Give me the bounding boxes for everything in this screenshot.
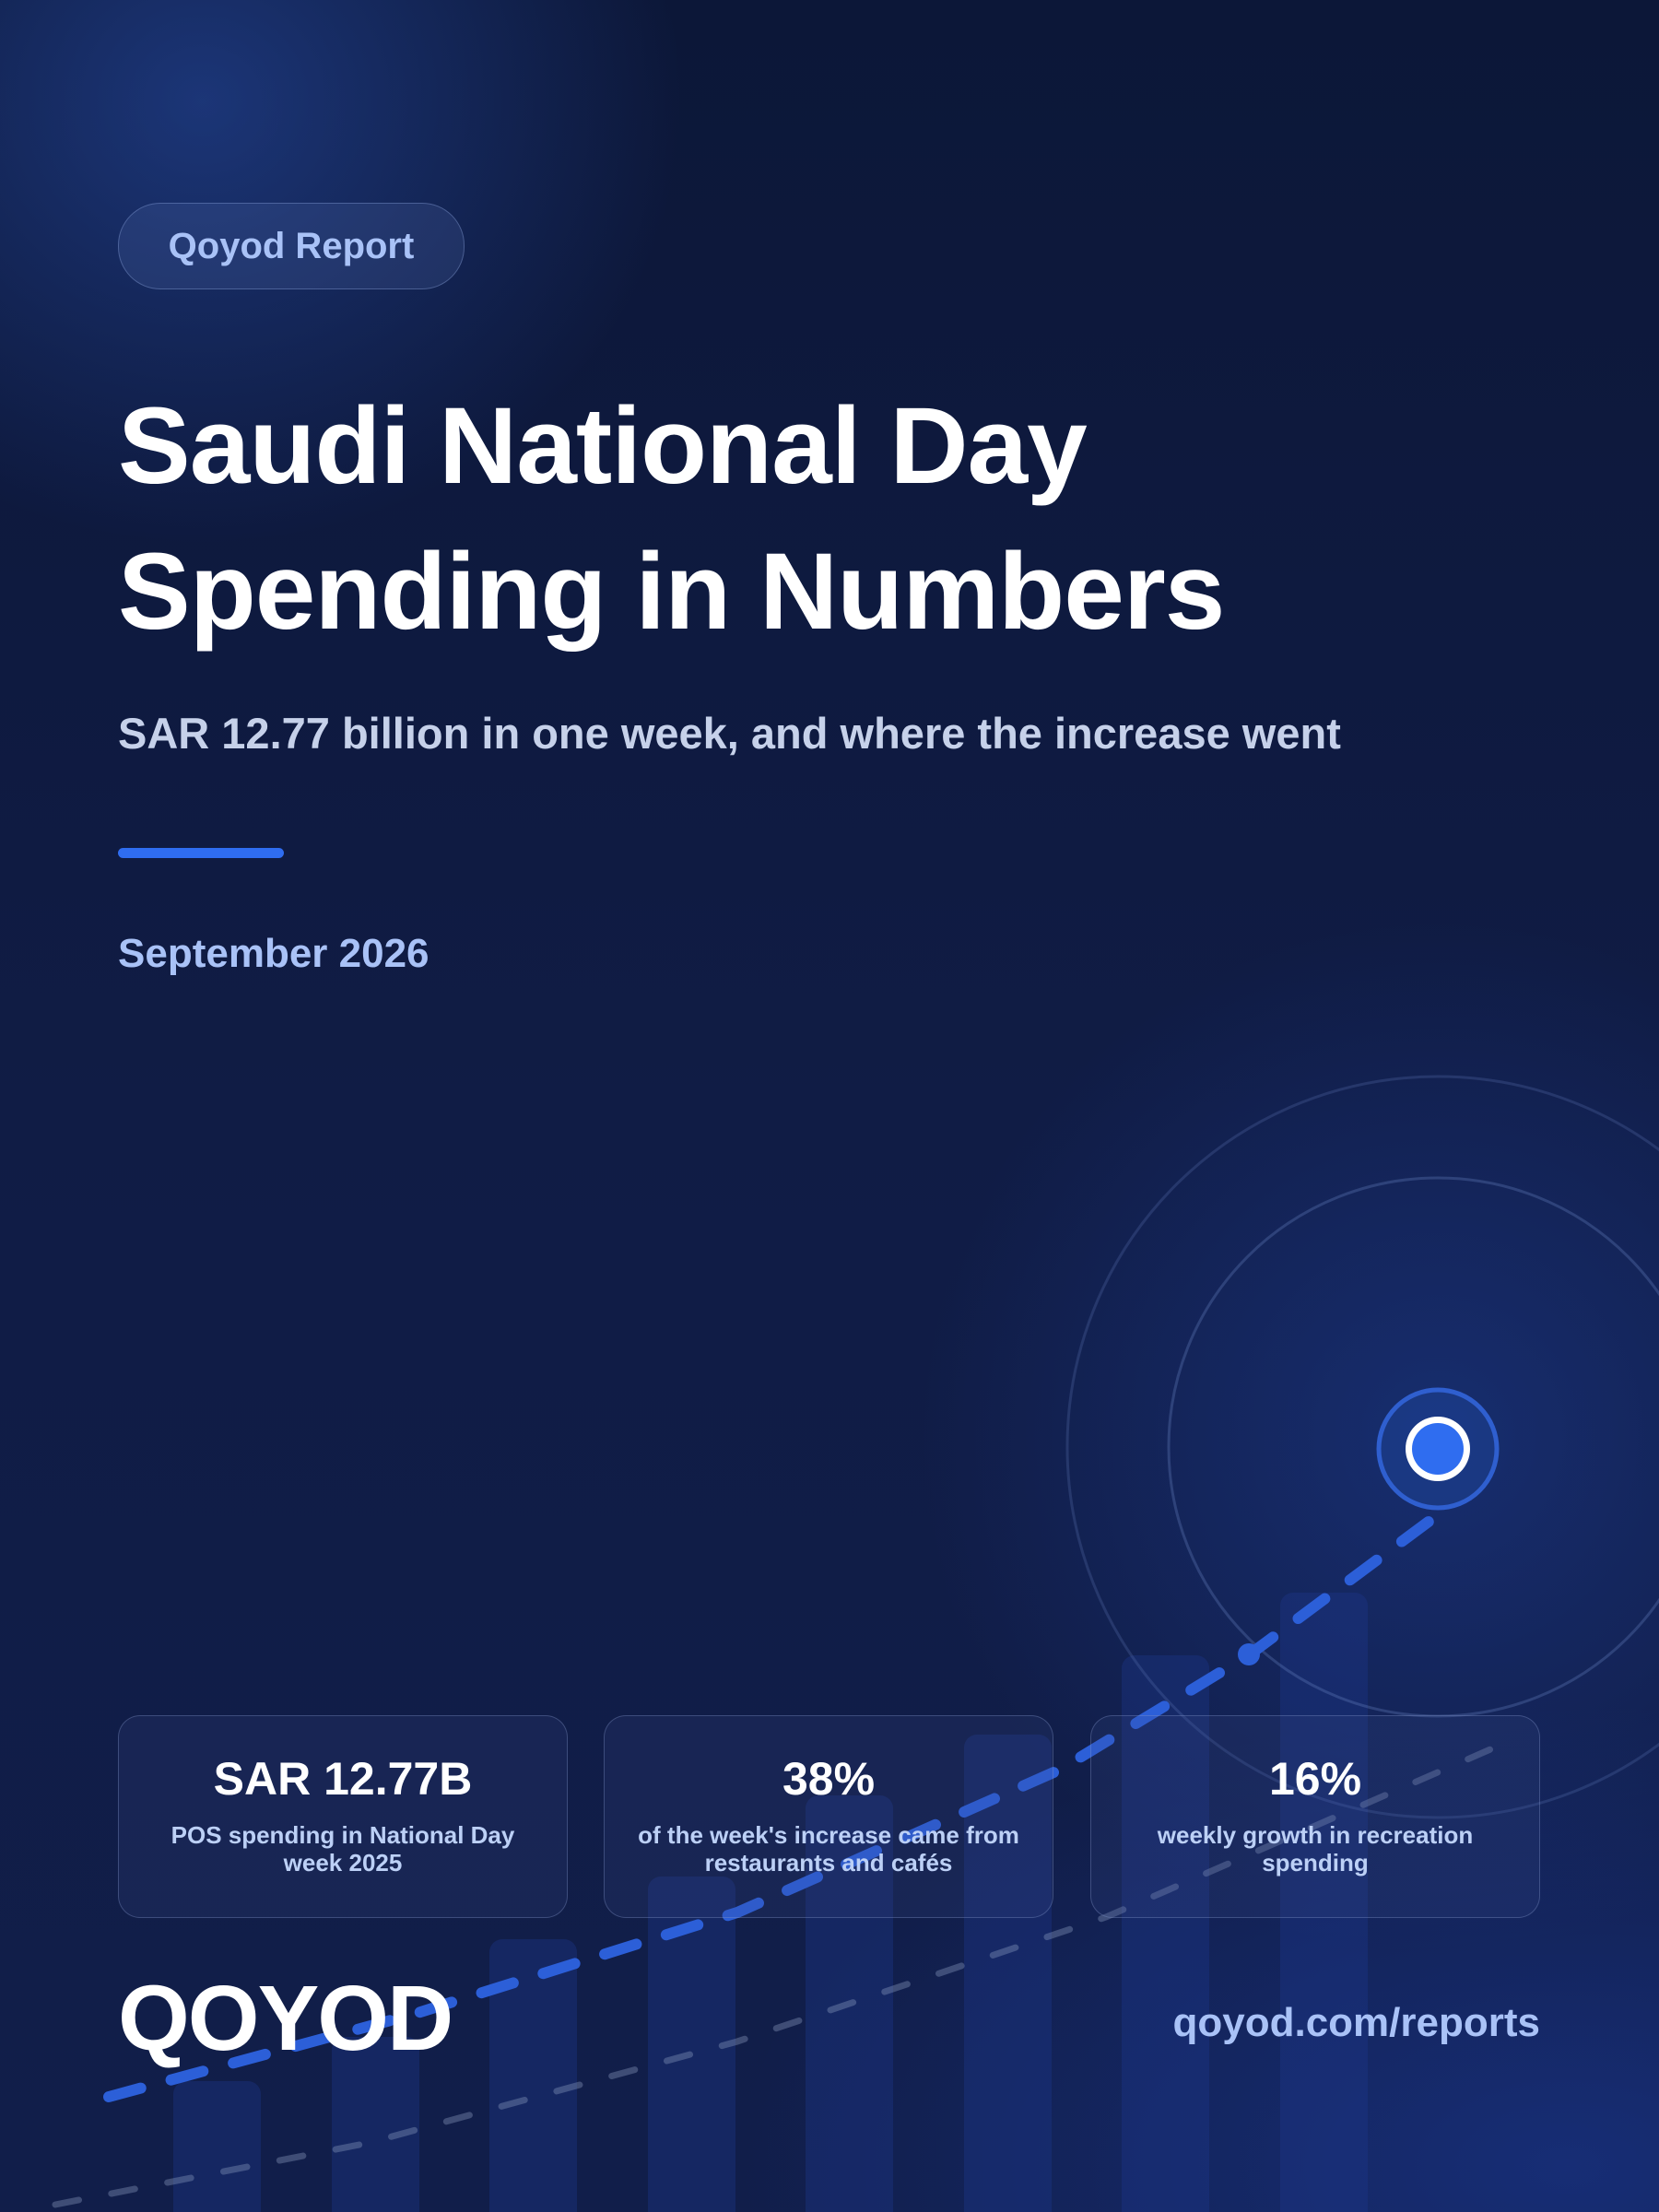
decorative-trend-line-secondary: [52, 1736, 1515, 2208]
stat-label: weekly growth in recreation spending: [1157, 1821, 1474, 1877]
decorative-bar: [1122, 1655, 1209, 2212]
report-badge: Qoyod Report: [118, 203, 465, 289]
decorative-bar: [964, 1735, 1052, 2212]
stat-card-total-spending: SAR 12.77B POS spending in National Day …: [118, 1715, 568, 1918]
report-date: September 2026: [118, 931, 429, 976]
decorative-bar: [332, 2037, 419, 2212]
trend-point: [1238, 1643, 1260, 1665]
stat-value: SAR 12.77B: [213, 1753, 473, 1805]
decorative-bar: [173, 2081, 261, 2212]
decorative-ring: [1065, 1075, 1659, 1819]
decorative-trend-line: [103, 1511, 1441, 2102]
stat-card-recreation-growth: 16% weekly growth in recreation spending: [1090, 1715, 1540, 1918]
title-line-1: Saudi National Day: [118, 385, 1088, 507]
stat-card-restaurants-share: 38% of the week's increase came from res…: [604, 1715, 1053, 1918]
page-title: Saudi National Day Spending in Numbers: [118, 373, 1500, 665]
decorative-bar: [1280, 1593, 1368, 2212]
stat-label: of the week's increase came from restaur…: [638, 1821, 1019, 1877]
decorative-ring: [1167, 1176, 1659, 1718]
stat-value: 16%: [1268, 1753, 1362, 1805]
stat-value: 38%: [782, 1753, 876, 1805]
reports-link[interactable]: qoyod.com/reports: [1172, 2000, 1541, 2045]
page-subtitle: SAR 12.77 billion in one week, and where…: [118, 709, 1341, 758]
decorative-bar: [648, 1877, 735, 2212]
decorative-bar: [806, 1795, 893, 2212]
decorative-bar: [489, 1939, 577, 2212]
accent-divider: [118, 848, 284, 858]
stat-label: POS spending in National Day week 2025: [171, 1821, 515, 1877]
target-marker-icon: [1376, 1387, 1500, 1511]
qoyod-logo: QOYOD: [118, 1967, 453, 2070]
title-line-2: Spending in Numbers: [118, 531, 1225, 653]
